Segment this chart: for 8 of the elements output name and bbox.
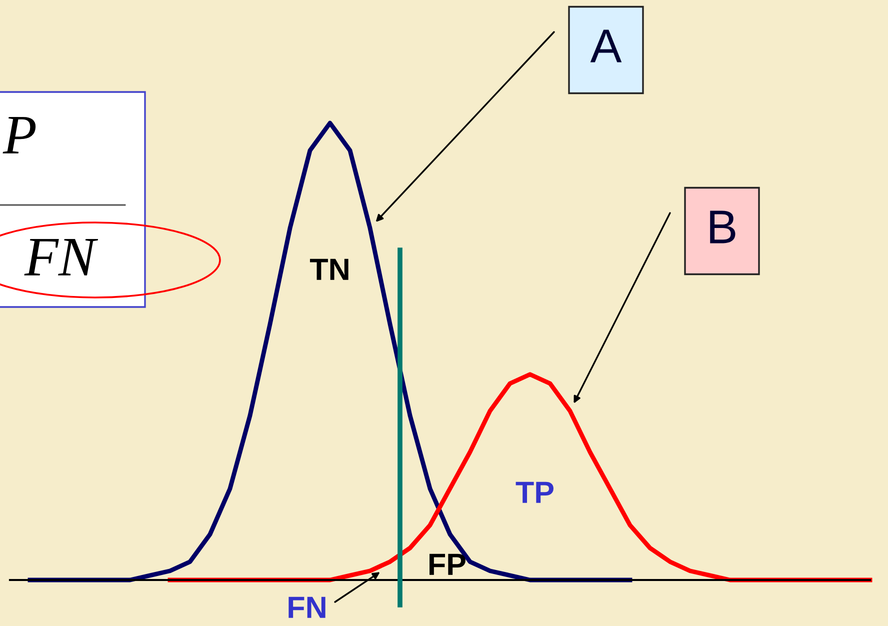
annotation: TP — [516, 482, 554, 503]
text: FN — [288, 596, 326, 618]
text: A — [590, 30, 622, 62]
annotation: TN — [310, 258, 348, 280]
text: B — [710, 210, 736, 244]
annotation: FN — [24, 238, 98, 276]
annotation: FP — [430, 554, 466, 575]
annotation: P — [2, 116, 36, 154]
